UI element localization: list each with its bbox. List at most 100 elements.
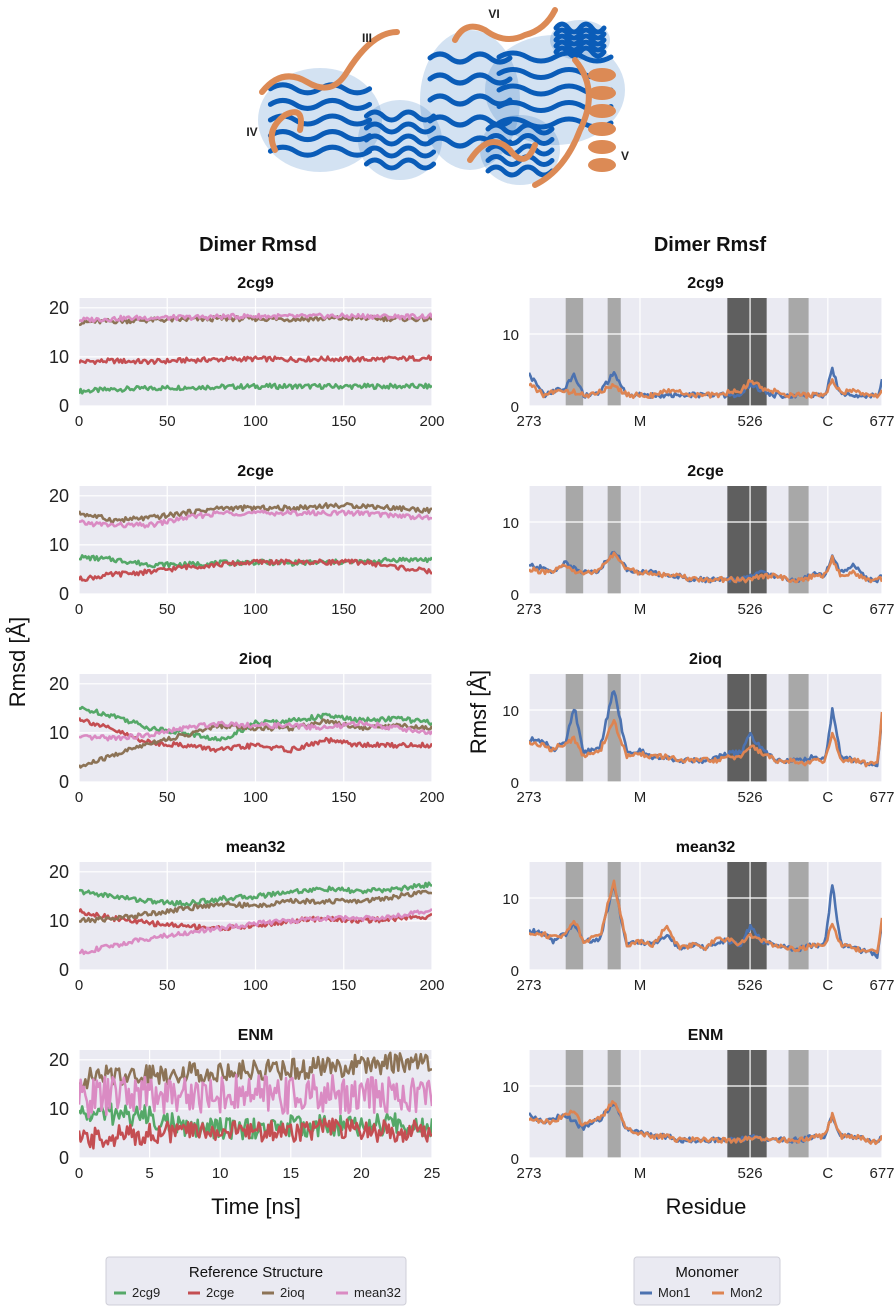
structure-helix [553,39,607,53]
x-tick-label: C [822,1165,833,1182]
structure-helix [363,157,437,171]
structure-label-v: V [621,149,629,163]
y-tick-label: 10 [49,911,69,931]
shaded-region-light [565,486,584,594]
x-tick-label: 526 [738,601,763,618]
x-tick-label: 100 [243,977,268,994]
rmsf-panel-2cge: 2cge 0 10 273 M 526 C 677 [502,463,894,618]
structure-helix [363,109,437,123]
series-line-2cge [79,1117,432,1150]
structure-helix [485,133,555,146]
rmsf-column-title: Dimer Rmsf [654,234,767,256]
structure-highlight-helix [588,122,616,136]
series-line-mon2 [529,551,882,584]
rmsd-y-axis-label: Rmsd [Å] [5,617,30,707]
shaded-region-light [565,862,584,970]
structure-label-iii: III [362,31,372,45]
y-tick-label: 10 [502,327,519,344]
x-tick-label: 273 [516,601,541,618]
y-tick-label: 10 [49,535,69,555]
y-tick-label: 0 [59,772,69,792]
structure-helix [485,164,555,178]
x-tick-label: M [634,601,647,618]
series-line-2cg9 [79,382,432,395]
y-tick-label: 10 [49,347,69,367]
structure-helix [553,21,607,35]
x-tick-label: 50 [159,601,176,618]
protein-structure-image: III IV V VI [246,7,629,188]
structure-helix [553,27,607,41]
y-tick-label: 20 [49,298,69,318]
plot-area [529,298,882,406]
series-line-2cg9 [79,705,432,742]
shaded-region-light [788,862,809,970]
x-tick-label: M [634,789,647,806]
y-tick-label: 10 [49,1099,69,1119]
rmsd-panel-title: 2ioq [239,651,272,668]
legend-label-2ioq: 2ioq [280,1285,305,1300]
legend-label-mon2: Mon2 [730,1285,763,1300]
structure-helix [553,33,607,47]
series-line-mean32 [79,719,432,742]
y-tick-label: 10 [502,703,519,720]
y-tick-label: 20 [49,1050,69,1070]
y-tick-label: 0 [511,399,519,416]
x-tick-label: 10 [212,1165,229,1182]
x-tick-label: 526 [738,413,763,430]
x-tick-label: 677 [869,1165,894,1182]
legend-label-2cge: 2cge [206,1285,234,1300]
series-line-2cge [79,558,432,583]
series-line-mean32 [79,509,432,529]
structure-helix [267,129,373,143]
x-tick-label: 150 [331,601,356,618]
rmsf-panel-title: ENM [688,1027,724,1044]
rmsd-panel-title: ENM [238,1027,274,1044]
x-tick-label: C [822,413,833,430]
x-tick-label: 526 [738,1165,763,1182]
x-tick-label: 20 [353,1165,370,1182]
y-tick-label: 10 [49,723,69,743]
x-tick-label: 677 [869,601,894,618]
x-tick-label: 50 [159,413,176,430]
shaded-region-light [788,486,809,594]
series-line-2ioq [79,1051,432,1090]
rmsf-panel-title: mean32 [676,839,736,856]
y-tick-label: 20 [49,486,69,506]
plot-area [529,674,882,782]
rmsf-panel-2ioq: 2ioq 0 10 273 M 526 C 677 [502,651,894,806]
x-tick-label: 677 [869,977,894,994]
y-tick-label: 0 [59,584,69,604]
x-tick-label: 150 [331,413,356,430]
legend-label-mon1: Mon1 [658,1285,691,1300]
structure-label-vi: VI [488,7,499,21]
shaded-region-dark [727,674,767,782]
series-line-mon2 [529,378,882,400]
rmsf-panel-enm: ENM 0 10 273 M 526 C 677 [502,1027,894,1182]
series-line-mean32 [79,312,432,324]
series-line-mon1 [529,690,882,768]
x-tick-label: 100 [243,413,268,430]
legend-label-mean32: mean32 [354,1285,401,1300]
structure-helix [485,122,555,136]
structure-helix [267,144,373,158]
rmsf-y-axis-label: Rmsf [Å] [466,670,491,754]
y-tick-label: 10 [502,891,519,908]
x-tick-label: 0 [75,789,83,806]
rmsd-x-axis-label: Time [ns] [211,1194,301,1219]
shaded-region-light [788,674,809,782]
series-line-mon2 [529,879,882,954]
shaded-region-light [565,674,584,782]
x-tick-label: 200 [419,601,444,618]
x-tick-label: 100 [243,601,268,618]
y-tick-label: 0 [59,960,69,980]
structure-highlight-loop [532,57,592,188]
x-tick-label: 526 [738,977,763,994]
structure-helix [485,143,555,157]
shaded-region-light [607,486,621,594]
rmsf-panel-2cg9: 2cg9 0 10 273 M 526 C 677 [502,275,894,430]
x-tick-label: M [634,413,647,430]
